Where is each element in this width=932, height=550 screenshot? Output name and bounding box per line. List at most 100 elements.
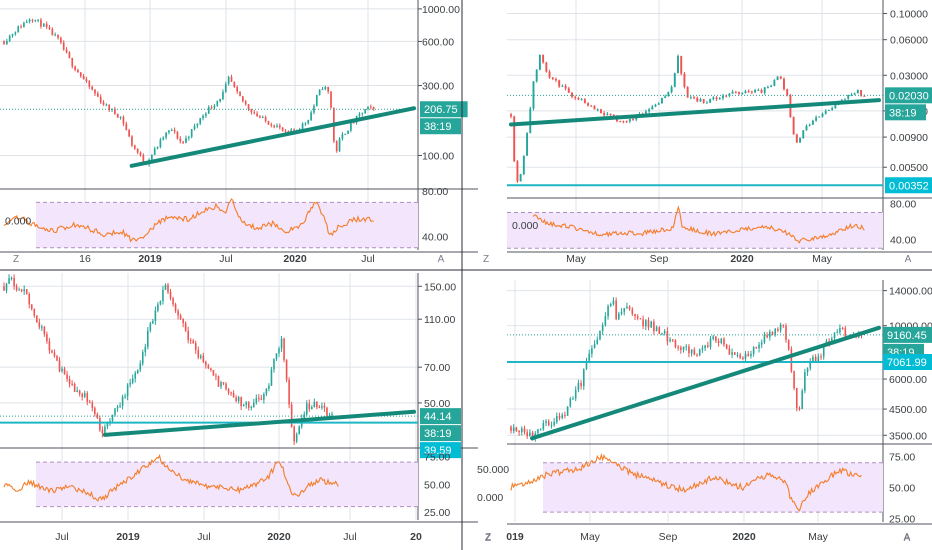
candle-body — [42, 23, 45, 27]
candle-body — [669, 339, 671, 342]
candle-body — [547, 421, 550, 426]
last-price-badge-bg — [885, 87, 932, 104]
candle-body — [769, 331, 771, 338]
candle-body — [847, 95, 850, 99]
auto-scale-button[interactable]: A — [904, 532, 911, 543]
candle-body — [574, 389, 577, 399]
time-tick-label: May — [580, 531, 601, 543]
candle-body — [799, 138, 802, 143]
candle-body — [176, 131, 179, 139]
candle-body — [812, 356, 814, 362]
candle-body — [210, 107, 213, 109]
candle-body — [151, 154, 153, 160]
chart-pane-bottom-right: 14000.0010000.006000.004500.003500.00916… — [477, 280, 932, 543]
zoom-button[interactable]: Z — [485, 533, 491, 544]
candle-body — [147, 330, 149, 347]
candle-body — [558, 416, 561, 419]
candle-body — [189, 339, 192, 341]
candle-body — [523, 428, 526, 433]
candle-body — [265, 388, 268, 395]
candle-body — [46, 334, 48, 342]
candle-body — [205, 361, 207, 366]
candle-body — [202, 115, 204, 119]
candle-body — [307, 120, 310, 124]
candle-body — [185, 138, 187, 143]
candle-body — [531, 432, 534, 439]
candle-body — [839, 327, 841, 333]
zoom-button[interactable]: Z — [485, 532, 491, 543]
candle-body — [278, 348, 280, 354]
candle-body — [677, 347, 679, 349]
candle-body — [267, 121, 270, 125]
candle-body — [674, 340, 677, 348]
candle-body — [68, 52, 71, 58]
candle-body — [76, 390, 78, 392]
trendline[interactable] — [102, 409, 416, 437]
candle-body — [850, 94, 853, 96]
candle-body — [844, 98, 846, 100]
candle-body — [347, 130, 349, 134]
candle-body — [119, 116, 122, 118]
candle-body — [253, 112, 256, 114]
candle-body — [182, 141, 185, 143]
zoom-button[interactable]: Z — [483, 254, 489, 265]
trendline[interactable] — [129, 106, 416, 168]
auto-scale-button[interactable]: A — [904, 533, 911, 544]
candle-body — [693, 349, 696, 355]
candle-body — [696, 354, 698, 356]
rsi-pane: 75.00 50.00 25.00 50.000 0.000 — [477, 452, 915, 526]
candle-body — [174, 304, 177, 311]
candle-body — [23, 22, 25, 28]
candle-body — [217, 376, 220, 387]
rsi-tick-label: 75.00 — [889, 452, 915, 464]
candle-body — [755, 347, 758, 349]
candle-body — [290, 129, 293, 133]
candle-body — [344, 133, 347, 135]
chart-pane-top-left: 1000.00 600.00 300.00 100.00 206.75 38:19 80.0… — [0, 0, 478, 265]
candle-body — [628, 118, 631, 122]
auto-scale-button[interactable]: A — [438, 254, 445, 265]
time-tick-label: Jul — [361, 253, 374, 265]
candle-body — [247, 402, 250, 408]
candle-body — [305, 403, 308, 415]
countdown-badge: 38:19 — [424, 121, 452, 133]
candle-body — [742, 357, 744, 359]
candle-body — [167, 284, 169, 292]
candle-body — [275, 353, 278, 360]
auto-scale-button[interactable]: A — [905, 254, 912, 265]
time-tick-label: 20 — [410, 531, 422, 543]
candle-body — [139, 152, 142, 156]
rsi-tick-label: 75.00 — [424, 452, 450, 464]
rsi-band — [36, 462, 418, 507]
trendline[interactable] — [530, 325, 881, 441]
candle-body — [758, 344, 760, 349]
rsi-band — [507, 212, 883, 249]
candle-body — [660, 97, 663, 104]
candle-body — [79, 72, 82, 77]
candle-body — [680, 56, 683, 74]
price-tick-label: 70.00 — [424, 362, 450, 374]
candle-body — [162, 289, 164, 302]
candle-body — [159, 139, 162, 147]
candle-body — [526, 133, 529, 156]
candle-body — [31, 19, 34, 21]
rsi-line — [532, 205, 865, 244]
candle-body — [658, 327, 661, 334]
trendline[interactable] — [509, 98, 881, 127]
candle-body — [268, 385, 270, 389]
candle-body — [657, 103, 660, 105]
rsi-tick-label: 50.00 — [424, 479, 450, 491]
candle-body — [111, 414, 114, 421]
candle-body — [369, 106, 372, 108]
candle-body — [529, 432, 531, 437]
candle-body — [219, 98, 221, 102]
candle-body — [750, 91, 753, 93]
candle-body — [561, 414, 564, 419]
candle-body — [259, 116, 261, 118]
candle-body — [71, 383, 73, 385]
candle-body — [808, 124, 811, 126]
time-tick-label: Jul — [343, 531, 356, 543]
zoom-button[interactable]: Z — [13, 254, 19, 265]
candle-body — [91, 402, 94, 409]
candle-body — [215, 375, 217, 377]
